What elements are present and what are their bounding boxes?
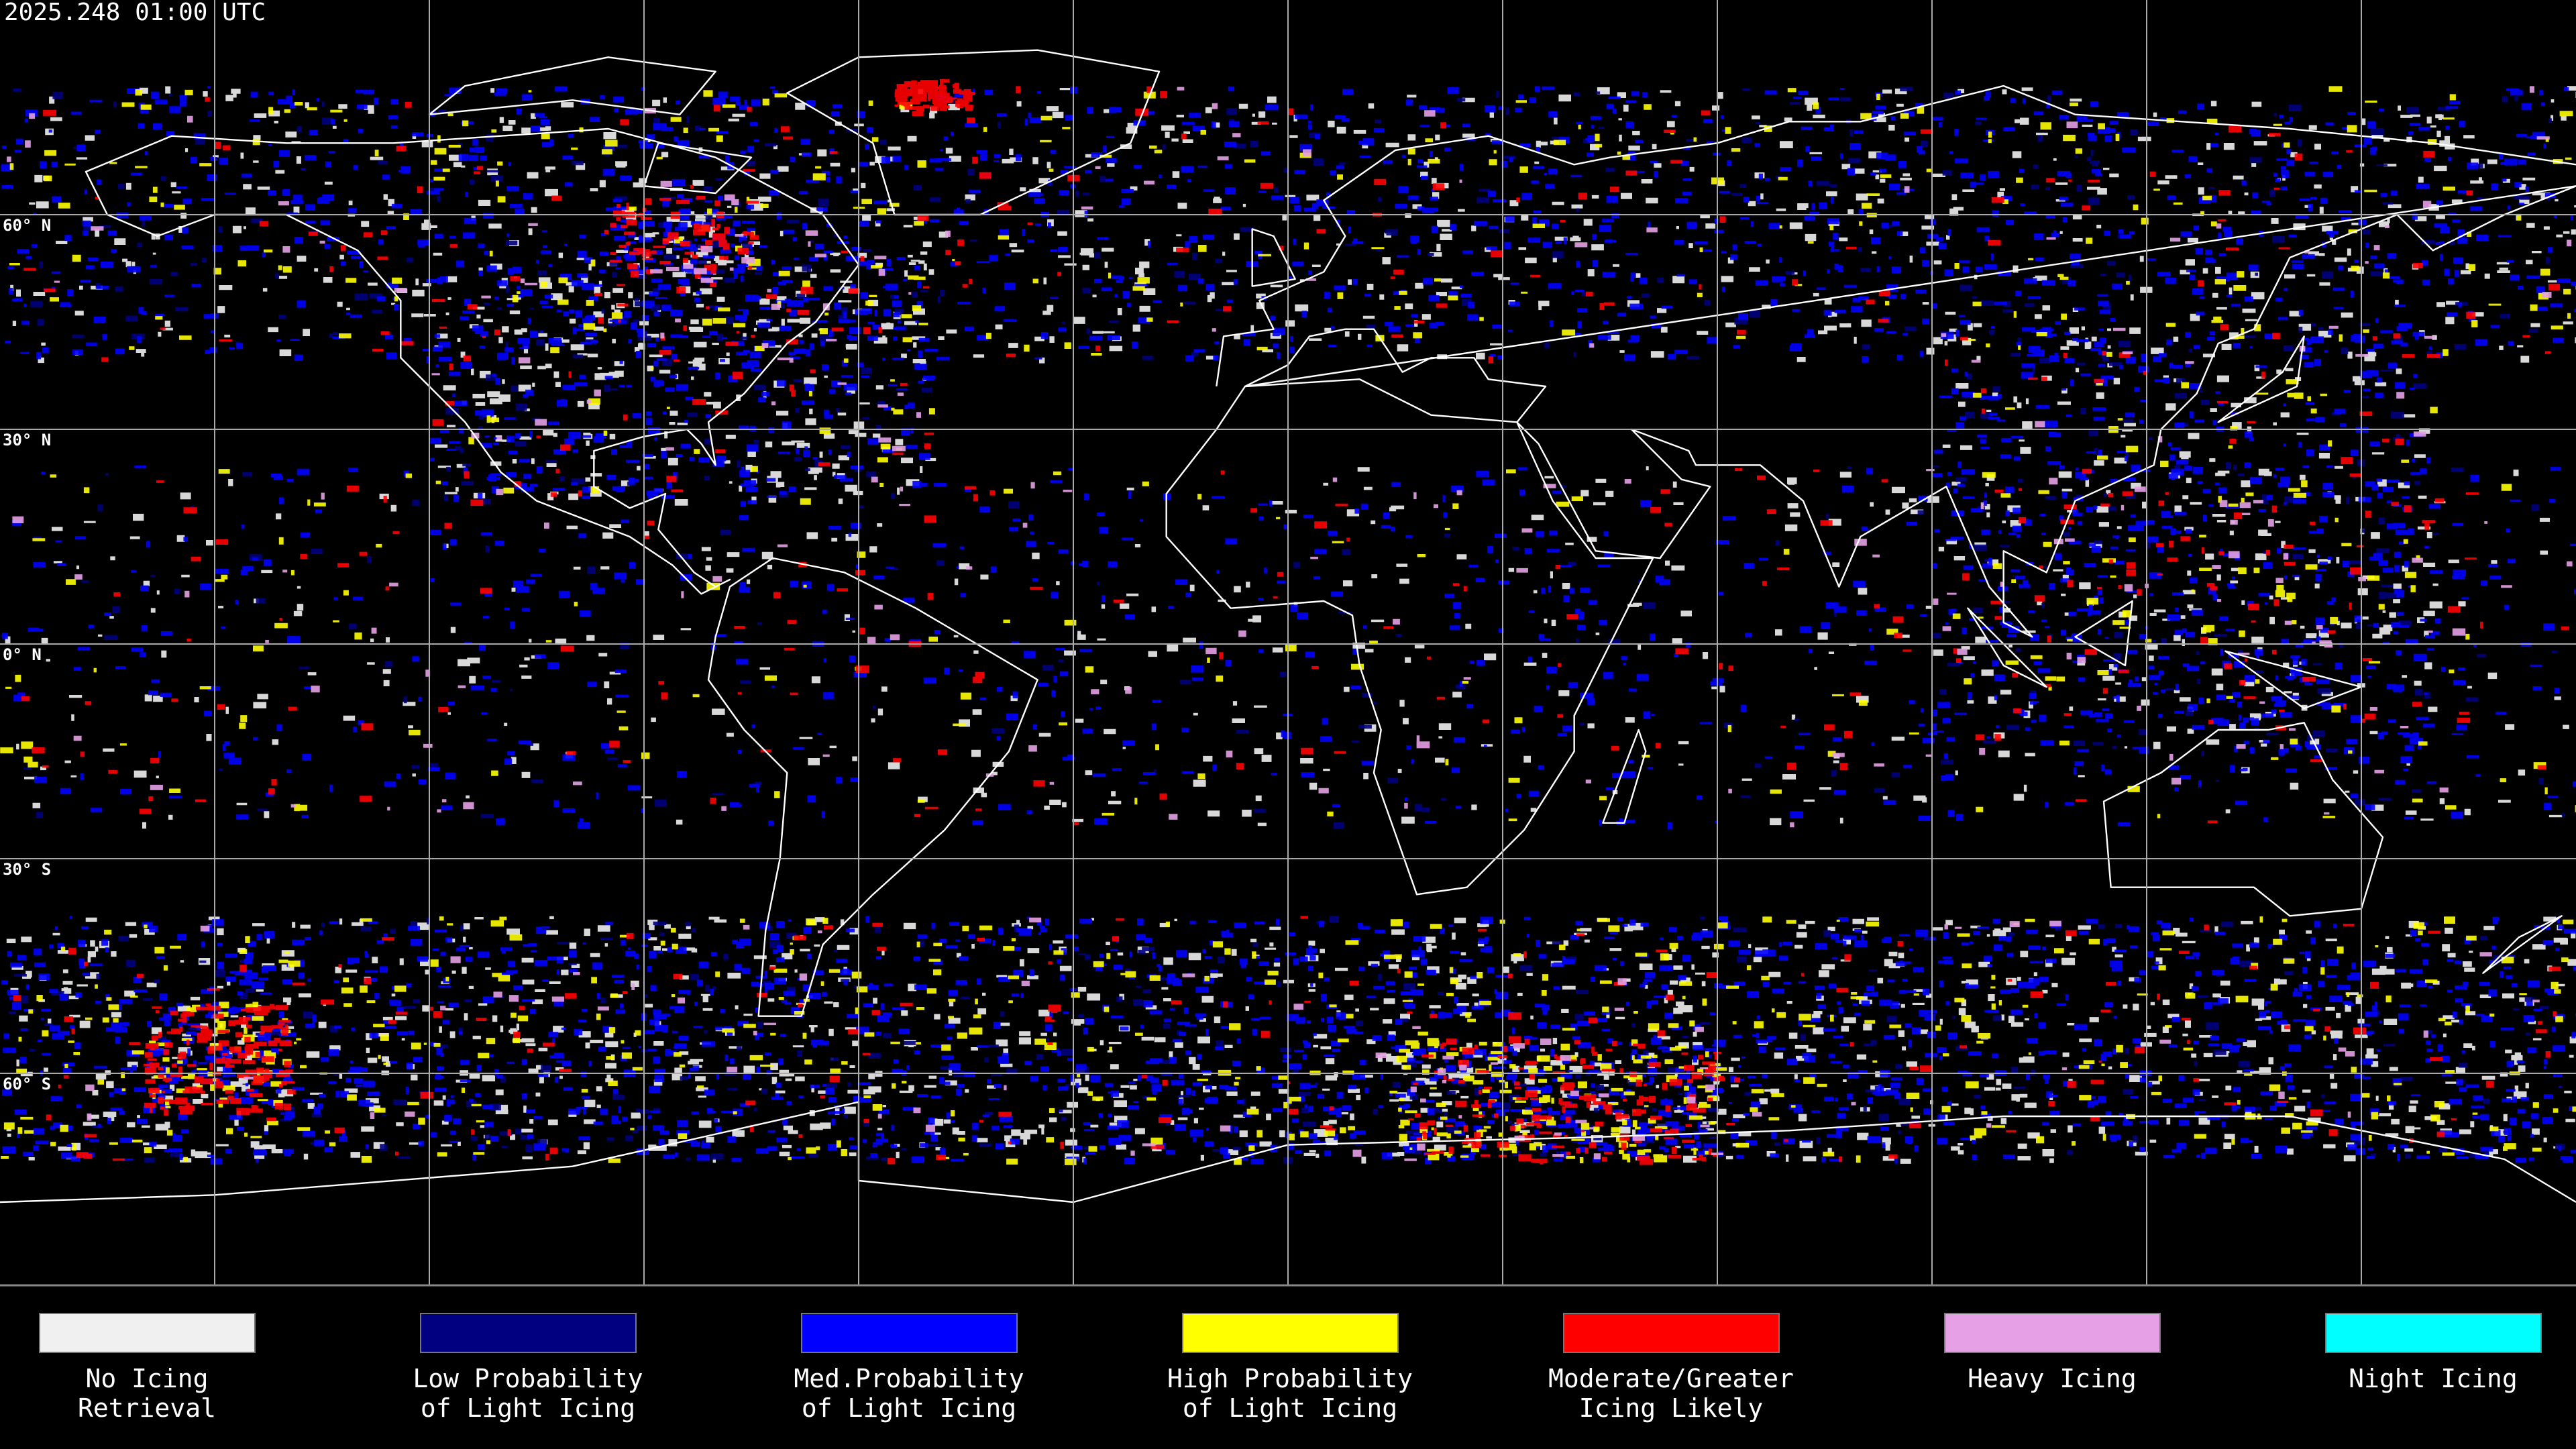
graticule bbox=[0, 0, 2576, 1285]
africa bbox=[1167, 379, 1653, 894]
legend-label: Med.Probability bbox=[794, 1364, 1024, 1393]
eurasia bbox=[1216, 86, 2576, 637]
timestamp: 2025.248 01:00 UTC bbox=[4, 0, 266, 26]
legend-label: of Light Icing bbox=[421, 1393, 635, 1423]
legend-label: of Light Icing bbox=[1183, 1393, 1397, 1423]
icing-overlay bbox=[0, 78, 2576, 1165]
legend-swatch bbox=[1182, 1313, 1399, 1353]
legend-label: of Light Icing bbox=[802, 1393, 1016, 1423]
legend-label: No Icing bbox=[85, 1364, 208, 1393]
legend-label: Low Probability bbox=[413, 1364, 643, 1393]
legend-swatch bbox=[1944, 1313, 2161, 1353]
legend-swatch bbox=[801, 1313, 1018, 1353]
legend-swatch bbox=[2325, 1313, 2542, 1353]
latitude-label: 0° N bbox=[3, 645, 42, 664]
legend-swatch bbox=[39, 1313, 256, 1353]
islands bbox=[1252, 229, 2562, 973]
latitude-labels: 60° N 30° N 0° N 30° S 60° S bbox=[3, 216, 51, 1093]
latitude-label: 60° N bbox=[3, 216, 51, 235]
north-america bbox=[86, 129, 859, 594]
latitude-label: 60° S bbox=[3, 1075, 51, 1093]
canadian-archipelago bbox=[429, 57, 751, 193]
legend-label: Heavy Icing bbox=[1968, 1364, 2137, 1393]
legend-label: Night Icing bbox=[2349, 1364, 2518, 1393]
latitude-label: 30° S bbox=[3, 860, 51, 879]
greenland bbox=[787, 50, 1159, 215]
coastlines bbox=[0, 50, 2576, 1202]
legend-swatch bbox=[420, 1313, 637, 1353]
latitude-label: 30° N bbox=[3, 431, 51, 449]
legend-label: Moderate/Greater bbox=[1548, 1364, 1794, 1393]
legend-label: High Probability bbox=[1167, 1364, 1413, 1393]
legend-swatch bbox=[1563, 1313, 1780, 1353]
legend-label: Icing Likely bbox=[1579, 1393, 1764, 1423]
south-america bbox=[708, 558, 1038, 1016]
icing-patches bbox=[13, 78, 2569, 1165]
australia bbox=[2104, 722, 2383, 916]
legend-label: Retrieval bbox=[78, 1393, 216, 1423]
